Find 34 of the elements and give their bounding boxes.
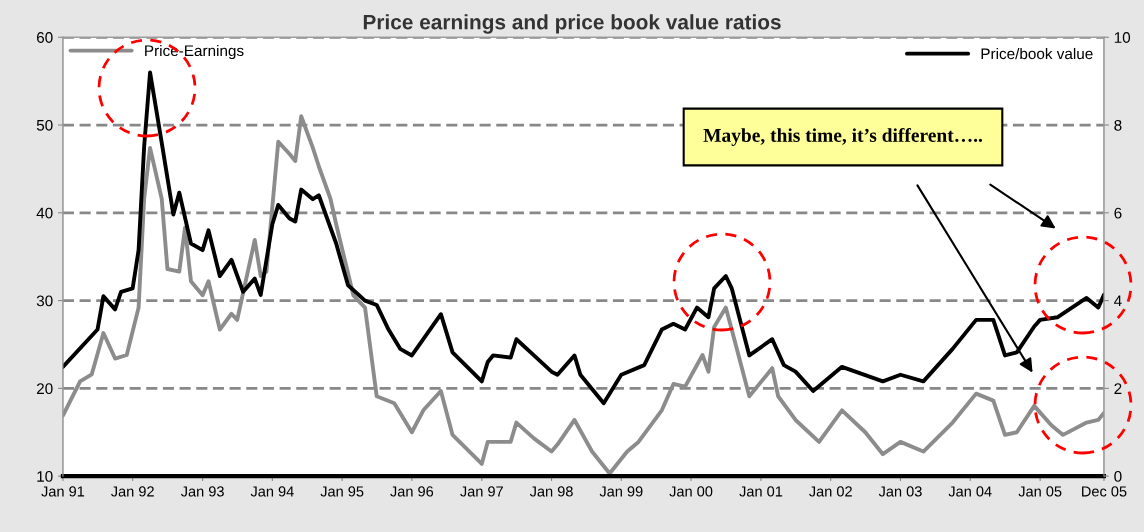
y-tick-label: 10 — [37, 471, 53, 482]
annotation: Maybe, this time, it’s different….. — [703, 128, 983, 146]
x-tick-label: Jan 95 — [320, 486, 364, 497]
y-tick-label: 50 — [36, 119, 53, 131]
y2-tick-label: 4 — [1114, 295, 1122, 307]
x-tick-label: Jan 00 — [669, 486, 713, 497]
x-tick-label: Jan 98 — [529, 486, 573, 497]
x-tick-label: Jan 03 — [878, 486, 922, 497]
x-tick-label: Jan 05 — [1018, 486, 1062, 497]
x-tick-label: Jan 02 — [809, 486, 852, 497]
y2-tick-label: 2 — [1114, 383, 1122, 394]
x-tick-label: Jan 92 — [111, 486, 154, 497]
y2-tick-label: 8 — [1114, 119, 1122, 131]
x-tick-label: Jan 91 — [41, 486, 85, 497]
y2-tick-label: 6 — [1114, 207, 1122, 219]
line-series — [62, 114, 1104, 476]
x-tick-label: Jan 97 — [460, 486, 503, 497]
x-tick-label: Jan 94 — [250, 486, 294, 497]
x-tick-label: Dec 05 — [1082, 486, 1127, 497]
y2-tick-label: 10 — [1114, 32, 1131, 43]
y-tick-label: 40 — [36, 207, 53, 219]
x-tick-label: Jan 04 — [948, 486, 992, 497]
legend-label: Price/book value — [981, 47, 1093, 60]
chart-title: Price earnings and price book value ratios — [363, 14, 781, 34]
x-tick-label: Jan 99 — [599, 486, 643, 497]
line-series — [62, 70, 1104, 406]
y2-tick-label: 0 — [1114, 471, 1122, 482]
x-tick-label: Jan 96 — [390, 486, 434, 497]
y-tick-label: 60 — [36, 32, 53, 43]
y-tick-label: 20 — [36, 383, 53, 395]
legend-label: Price-Earnings — [145, 44, 244, 60]
y-tick-label: 30 — [36, 295, 53, 307]
x-tick-label: Jan 01 — [739, 486, 783, 497]
x-tick-label: Jan 93 — [180, 486, 224, 497]
